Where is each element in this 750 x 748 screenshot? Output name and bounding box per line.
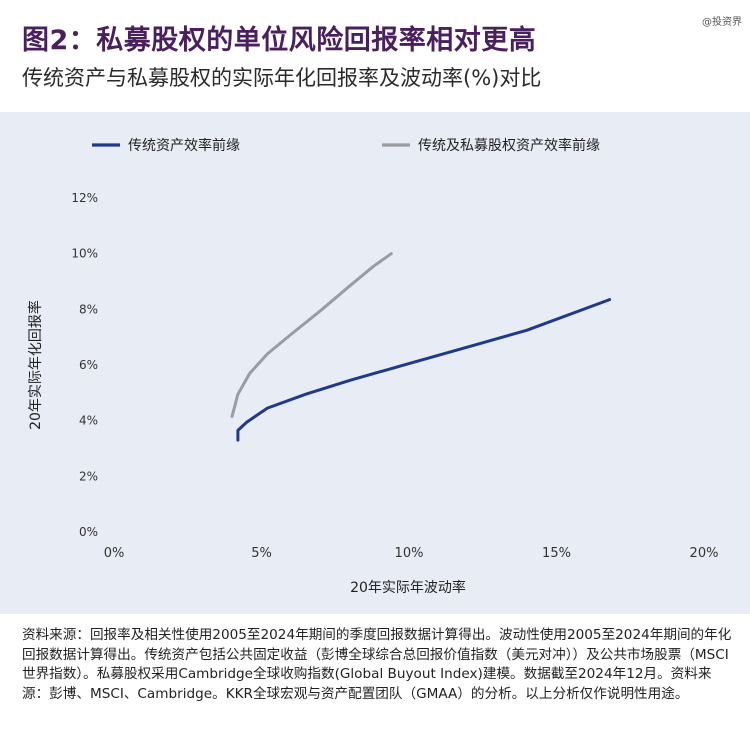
series-line [236,298,612,442]
chart-title: 图2：私募股权的单位风险回报率相对更高 [22,25,537,56]
y-tick-label: 12% [71,191,98,205]
series-line [230,252,393,418]
chart-panel: 0% 2% 4% 6% 8% 10% 12% 0% 5% 10% 15% 20% 20年实际年波动率 20… [0,112,750,614]
chart-svg: 0% 2% 4% 6% 8% 10% 12% 0% 5% 10% 15% 20% 20年实际年波动率 20… [27,137,719,596]
y-tick-label: 8% [79,302,98,316]
x-tick-label: 10% [395,546,424,561]
watermark: @投资界 [702,17,742,28]
y-axis-title: 20年实际年化回报率 [27,300,44,430]
y-tick-label: 10% [71,247,98,261]
source-footnote: 资料来源：回报率及相关性使用2005至2024年期间的季度回报数据计算得出。波动… [22,627,732,702]
x-tick-label: 5% [251,546,272,561]
y-tick-label: 0% [79,525,98,539]
y-tick-label: 4% [79,414,98,428]
x-tick-label: 20% [690,546,719,561]
chart-subtitle: 传统资产与私募股权的实际年化回报率及波动率(%)对比 [22,66,542,90]
legend-label: 传统资产效率前缘 [128,137,240,154]
x-tick-label: 0% [104,546,125,561]
y-tick-label: 6% [79,358,98,372]
x-tick-label: 15% [542,546,571,561]
y-tick-label: 2% [79,469,98,483]
x-axis-title: 20年实际年波动率 [350,579,466,596]
legend-label: 传统及私募股权资产效率前缘 [418,137,600,154]
